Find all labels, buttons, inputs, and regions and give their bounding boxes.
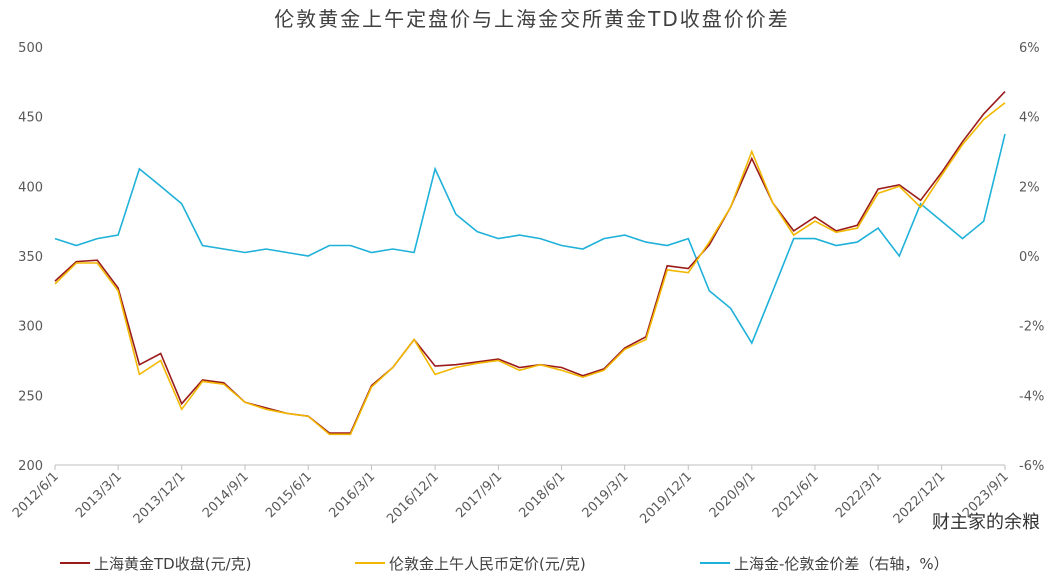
x-tick-label: 2018/6/1: [516, 469, 568, 521]
x-tick-label: 2014/9/1: [200, 469, 252, 521]
series-line: [54, 133, 1006, 345]
x-tick-label: 2022/3/1: [833, 469, 885, 521]
legend-label: 上海金-伦敦金价差（右轴，%）: [734, 555, 949, 573]
x-tick-label: 2013/12/1: [131, 469, 189, 527]
watermark: 财主家的余粮: [932, 512, 1040, 533]
y-tick-label: 300: [18, 320, 43, 335]
legend-label: 伦敦金上午人民币定价(元/克): [389, 555, 586, 573]
y2-tick-label: 4%: [1019, 111, 1040, 126]
y-tick-label: 250: [18, 389, 43, 404]
x-tick-label: 2020/9/1: [707, 469, 759, 521]
series-line: [54, 91, 1006, 434]
y2-tick-label: 6%: [1019, 41, 1040, 56]
y-tick-label: 350: [18, 250, 43, 265]
y2-tick-label: -4%: [1019, 389, 1044, 404]
y-tick-label: 400: [18, 180, 43, 195]
y2-tick-label: 0%: [1019, 250, 1040, 265]
y2-tick-label: -6%: [1019, 459, 1044, 474]
x-tick-label: 2017/9/1: [453, 469, 505, 521]
x-tick-label: 2012/6/1: [10, 469, 62, 521]
x-tick-label: 2015/6/1: [263, 469, 315, 521]
legend-label: 上海黄金TD收盘(元/克): [94, 555, 251, 573]
series-line: [54, 102, 1006, 436]
chart-title: 伦敦黄金上午定盘价与上海金交所黄金TD收盘价价差: [274, 7, 790, 31]
x-tick-label: 2021/6/1: [770, 469, 822, 521]
x-tick-label: 2019/12/1: [637, 469, 695, 527]
x-tick-label: 2013/3/1: [73, 469, 125, 521]
y2-tick-label: 2%: [1019, 180, 1040, 195]
y-tick-label: 450: [18, 111, 43, 126]
x-tick-label: 2019/3/1: [580, 469, 632, 521]
x-tick-label: 2016/3/1: [326, 469, 378, 521]
x-tick-label: 2016/12/1: [384, 469, 442, 527]
y-tick-label: 200: [18, 459, 43, 474]
y-tick-label: 500: [18, 41, 43, 56]
y2-tick-label: -2%: [1019, 320, 1044, 335]
